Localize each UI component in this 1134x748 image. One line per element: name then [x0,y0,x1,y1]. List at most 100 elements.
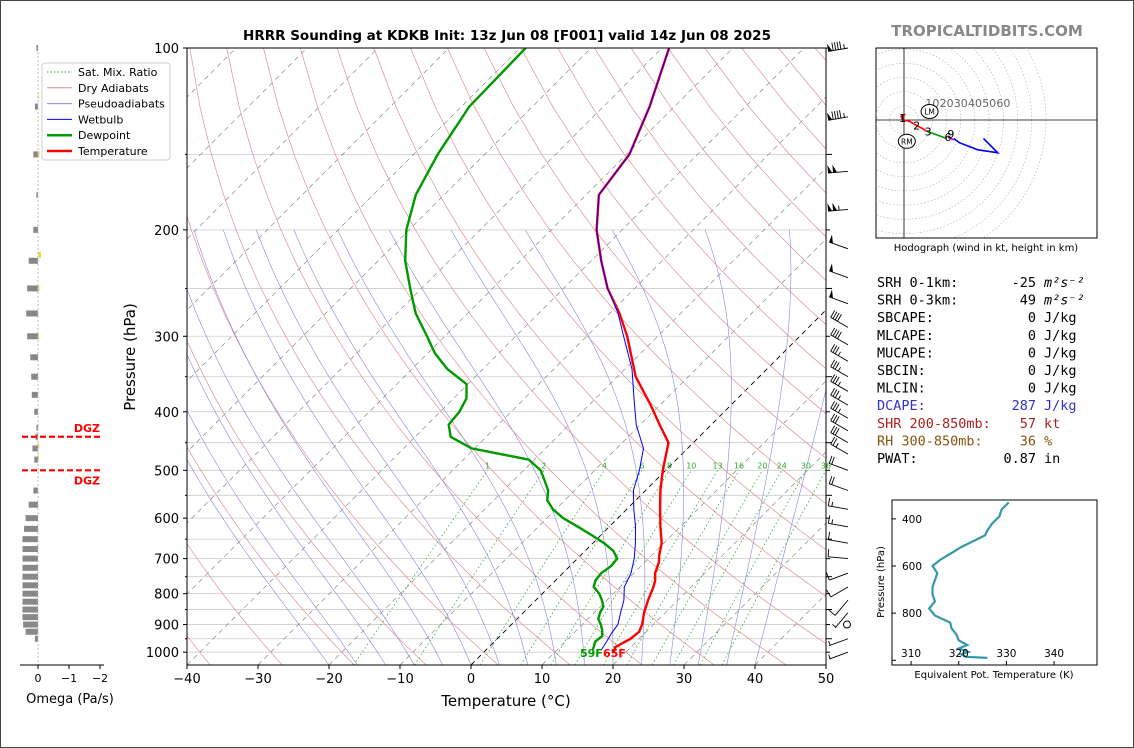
barb-full [832,414,838,423]
barb-full [826,589,832,598]
dry-adiabat [263,48,715,665]
legend-label: Dewpoint [78,129,131,142]
pseudo-adiabat [223,229,472,665]
barb-full [834,416,840,424]
wind-barb [832,612,849,629]
isotherm [0,48,23,665]
barb-staff [828,505,849,510]
wind-barb [826,110,849,121]
isotherm [612,451,826,665]
pseudo-adiabat [187,353,387,665]
legend-label: Pseudoadiabats [78,98,165,111]
barb-full [828,455,833,464]
dry-adiabat [187,340,427,665]
barb-staff [830,586,849,598]
hodograph-trace [953,137,1000,154]
barb-full [831,476,835,485]
barb-staff [830,432,849,444]
index-label: RH 300-850mb: [877,433,983,449]
hodograph-ring-label: 60 [996,97,1010,110]
storm-motion-marker [897,133,916,149]
omega-bar [27,285,38,292]
wind-barb [829,263,849,279]
index-unit: J/kg [1044,381,1077,397]
hodograph-trace [947,136,955,141]
pseudo-adiabat [697,229,732,665]
mixing-ratio-label: 1 [485,461,490,470]
omega-tick-label: −2 [92,672,108,685]
mixing-ratio-line [574,470,692,665]
barb-half [837,381,841,386]
barb-full [828,475,833,484]
barb-full [831,456,835,465]
wind-barb [827,164,849,174]
sounding-indices: SRH 0-1km: -25 m²s⁻² SRH 0-3km: 49 m²s⁻² SBCAP… [877,275,1085,467]
wind-barb [827,515,849,528]
omega-panel: DGZ DGZ 0 −1 −2 Omega (Pa/s) [20,45,114,707]
omega-positive-bar [38,151,40,158]
mixing-ratio-label: 20 [757,461,767,470]
barb-full [826,572,830,581]
legend-label: Temperature [77,145,148,158]
mixing-ratio-label: 13 [713,461,723,470]
omega-bar [34,635,38,642]
barb-flag [827,203,833,212]
omega-bar [22,564,38,571]
barb-full [830,401,836,409]
barb-full [832,311,838,319]
barb-full [832,402,838,410]
mixing-ratio-line [721,470,826,665]
index-unit: J/kg [1044,363,1077,379]
index-label: DCAPE: [877,398,926,414]
barb-full [827,531,831,540]
barb-flag [832,202,838,211]
barb-full [833,42,837,51]
index-value: 36 [1020,433,1036,449]
omega-positive-bar [38,442,40,449]
index-unit: J/kg [1044,310,1077,326]
index-unit: m²s⁻² [1043,275,1085,291]
index-value: 0 [1028,363,1036,379]
wind-barb [828,638,849,647]
x-tick-label: 20 [605,672,622,687]
dry-adiabat [594,48,826,325]
barb-flag [829,263,833,273]
index-label: SRH 0-1km: [877,275,958,291]
hodograph-trace [926,130,947,140]
y-tick-label: 300 [154,330,179,345]
hodograph-ring-label: 50 [982,97,996,110]
barb-staff [829,638,849,647]
site-brand: TROPICALTIDBITS.COM [891,22,1083,40]
pseudo-adiabat [726,229,792,665]
mixing-ratio-label: 16 [734,461,744,470]
mixing-ratio-line [414,470,545,665]
barb-half [837,351,841,356]
barb-half [828,654,831,659]
barb-staff [829,463,849,471]
theta-e-panel: 310 320 330 340 400 600 800 Equivalent Pot. Te… [876,499,1098,681]
wind-barb [830,387,849,406]
mixing-ratio-line [626,470,740,665]
y-tick-label: 400 [154,406,179,421]
wind-barb [826,41,849,52]
hodograph-ring-label: 20 [940,97,954,110]
barb-full [830,310,836,318]
skewt-xlabel: Temperature (°C) [440,692,570,710]
y-tick-label: 800 [154,588,179,603]
isotherm [470,309,826,665]
wind-barb [830,374,849,392]
omega-bar [34,408,38,415]
dry-adiabat [483,48,826,459]
barb-flag [826,43,833,52]
hodograph-ring-label: 40 [968,97,982,110]
omega-bar [25,628,38,635]
wetbulb-line [596,48,670,650]
dry-adiabat [557,48,826,370]
index-unit: kt [1044,416,1060,432]
barb-full [831,42,834,51]
barb-flag [832,164,838,173]
barb-half [831,501,834,507]
mixing-ratio-line [673,470,783,665]
